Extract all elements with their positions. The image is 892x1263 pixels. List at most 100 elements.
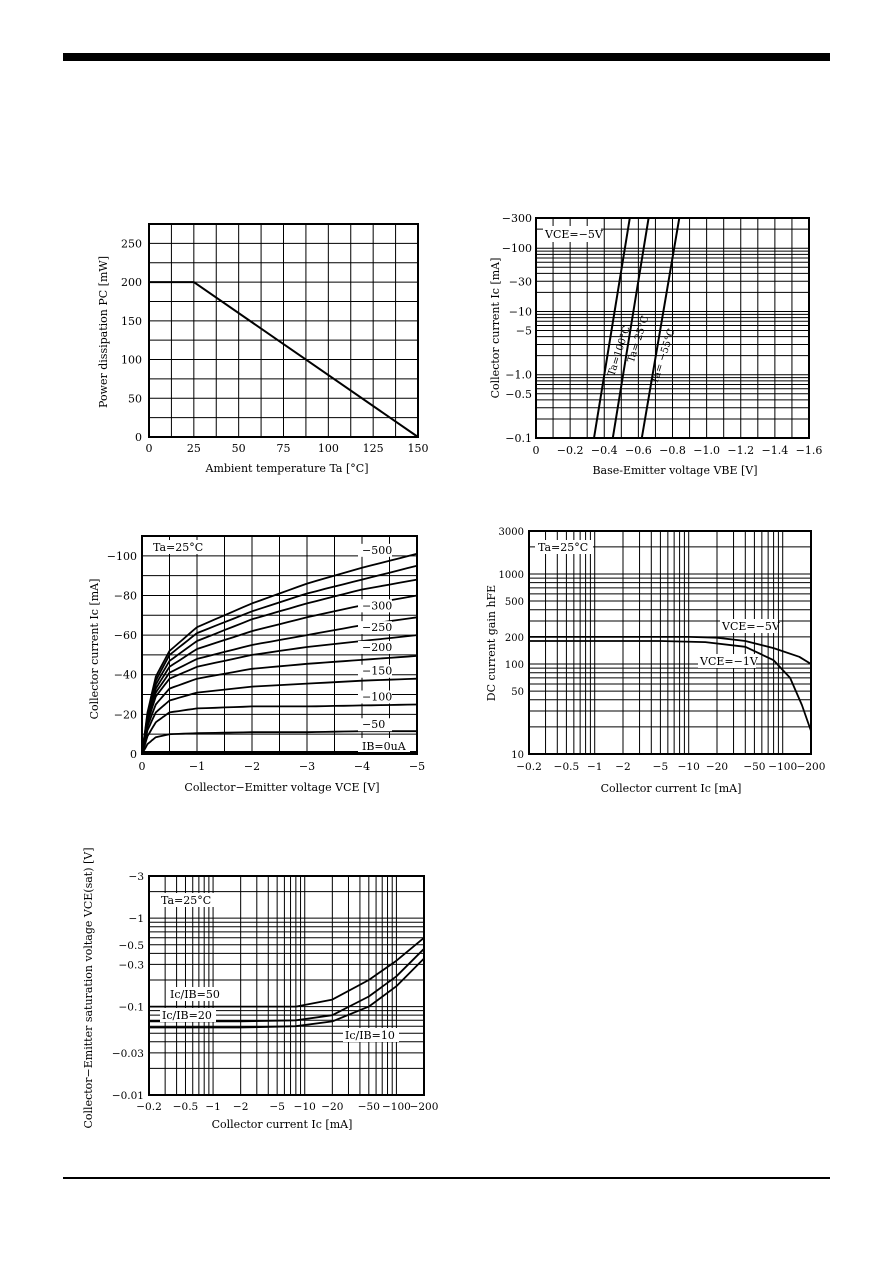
y-tick-label: 100 — [505, 660, 524, 671]
x-tick-label: 50 — [232, 442, 246, 455]
y-tick-label: 50 — [511, 687, 524, 698]
x-tick-label: −2 — [615, 761, 630, 773]
x-tick-label: −0.2 — [136, 1101, 162, 1113]
x-tick-label: −1 — [189, 760, 205, 773]
x-tick-label: −10 — [678, 761, 700, 773]
x-tick-label: −100 — [768, 761, 797, 773]
annotation-bg — [158, 893, 216, 907]
y-axis-label: Collector current Ic [mA] — [489, 258, 502, 399]
footer-rule — [63, 1177, 830, 1179]
x-tick-label: −1.6 — [796, 444, 823, 457]
y-tick-label: −30 — [509, 275, 532, 288]
y-tick-label: 1000 — [499, 570, 524, 581]
label-bg — [358, 640, 392, 654]
x-tick-label: 0 — [146, 442, 153, 455]
y-tick-label: −100 — [107, 550, 137, 563]
y-tick-label: −80 — [114, 589, 137, 602]
y-tick-label: 250 — [121, 237, 142, 250]
label-bg — [358, 599, 392, 613]
y-axis-label: DC current gain hFE — [485, 585, 498, 701]
label-bg — [358, 664, 392, 678]
y-tick-label: 150 — [121, 315, 142, 328]
y-axis-label: Power dissipation PC [mW] — [97, 256, 110, 408]
y-tick-label: 500 — [505, 597, 524, 608]
label-bg — [358, 738, 410, 752]
x-tick-label: −5 — [653, 761, 668, 773]
y-tick-label: 0 — [135, 431, 142, 444]
x-axis-label: Base-Emitter voltage VBE [V] — [592, 464, 757, 477]
x-tick-label: −0.6 — [625, 444, 652, 457]
x-axis-label: Collector current Ic [mA] — [601, 782, 742, 795]
curve-label: −200 — [362, 641, 392, 654]
chart-ic-vbe: 0 −0.2 −0.4 −0.6 −0.8 −1.0 −1.2 −1.4 −1.6 −0.1 −0.… — [489, 212, 822, 477]
series-line — [149, 937, 425, 1008]
y-tick-label: −100 — [502, 242, 532, 255]
y-tick-label: 50 — [128, 392, 142, 405]
plot-frame — [141, 535, 418, 755]
y-tick-label: −0.5 — [505, 388, 532, 401]
series-line — [529, 640, 812, 732]
y-axis-label: Collector current Ic [mA] — [88, 579, 101, 720]
x-tick-label: −1.4 — [762, 444, 789, 457]
y-tick-label: −40 — [114, 669, 137, 682]
y-tick-label: −0.1 — [505, 432, 532, 445]
label-bg — [698, 654, 756, 668]
curve-label: −100 — [362, 690, 392, 703]
curve-label: −500 — [362, 544, 392, 557]
series-line — [593, 217, 631, 439]
label-bg — [358, 543, 392, 557]
y-tick-label: −300 — [502, 212, 532, 225]
annotation-bg — [150, 540, 208, 554]
x-tick-label: −5 — [269, 1101, 284, 1113]
y-tick-label: −3 — [129, 871, 144, 883]
chart-ic-vce: 0 −1 −2 −3 −4 −50−20−40−60−80−100 −500−300−250… — [88, 535, 425, 794]
x-tick-label: 0 — [139, 760, 146, 773]
label-bg — [168, 987, 224, 1001]
chart-hfe-ic: −0.2 −0.5 −1 −2 −5 −10 −20 −50 −100 −200 10 50 100 20… — [485, 527, 825, 795]
series-line — [141, 655, 418, 755]
series-label: Ic/IB=50 — [170, 988, 220, 1001]
x-tick-label: −2 — [233, 1101, 248, 1113]
x-tick-label: −1 — [205, 1101, 220, 1113]
y-tick-label: 100 — [121, 354, 142, 367]
x-tick-label: 0 — [533, 444, 540, 457]
x-tick-label: −0.8 — [659, 444, 686, 457]
x-tick-label: −20 — [321, 1101, 343, 1113]
x-tick-label: −2 — [244, 760, 260, 773]
series-label: VCE=−1V — [699, 655, 759, 668]
x-axis-label: Collector−Emitter voltage VCE [V] — [184, 781, 379, 794]
y-tick-label: 200 — [505, 633, 524, 644]
y-tick-label: −0.1 — [119, 1002, 145, 1014]
series-line — [149, 957, 425, 1029]
series-line — [141, 730, 417, 755]
label-bg — [720, 619, 778, 633]
x-tick-label: −200 — [410, 1101, 439, 1113]
series-line — [141, 677, 418, 755]
series-label: Ic/IB=20 — [162, 1009, 212, 1022]
label-bg — [358, 718, 392, 732]
series-label: Ic/IB=10 — [345, 1029, 395, 1042]
y-tick-label: −10 — [509, 305, 532, 318]
y-axis-label: Collector−Emitter saturation voltage VCE… — [82, 847, 95, 1128]
x-tick-label: −0.2 — [557, 444, 584, 457]
series-line — [141, 703, 418, 755]
x-tick-label: −20 — [706, 761, 728, 773]
label-bg — [358, 690, 392, 704]
x-tick-label: −200 — [797, 761, 826, 773]
x-tick-label: 125 — [363, 442, 384, 455]
series-line — [149, 281, 419, 438]
chart-pc-ta: 0 25 50 75 100 125 150 0 50 100 150 200 250 Ambient t… — [97, 223, 429, 475]
plot-frame — [535, 217, 810, 439]
series-line — [529, 636, 812, 665]
curve-label: −250 — [362, 621, 392, 634]
curve-label: IB=0uA — [362, 740, 407, 753]
label-bg — [358, 621, 392, 635]
x-tick-label: −0.4 — [591, 444, 618, 457]
series-line — [611, 217, 650, 439]
x-tick-label: −1 — [587, 761, 602, 773]
y-tick-label: 0 — [130, 748, 137, 761]
curve-label: −50 — [362, 718, 385, 731]
label-bg — [343, 1028, 399, 1042]
plot-frame — [528, 530, 812, 755]
